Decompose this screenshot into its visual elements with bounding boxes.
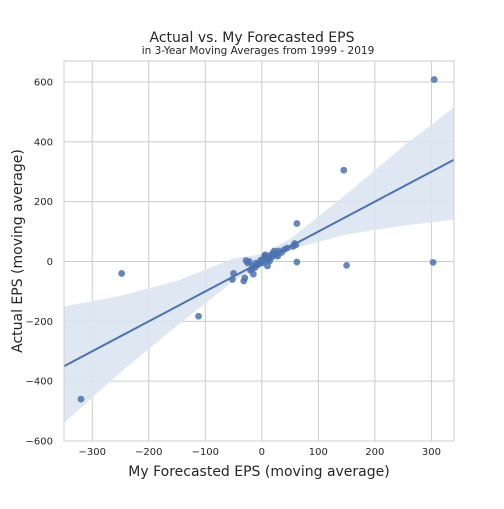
y-tick-label: 0	[47, 257, 53, 268]
y-tick-label: −600	[26, 437, 53, 448]
data-point	[242, 257, 250, 264]
data-point	[240, 277, 248, 285]
data-point	[293, 220, 301, 227]
data-point	[340, 166, 348, 174]
data-point	[261, 251, 269, 259]
x-tick-label: −300	[79, 447, 106, 458]
data-point	[264, 262, 271, 270]
tick-labels: −300 −200 −100 0 100 200 300 −600 −400 −200 0 200 40…	[26, 77, 441, 458]
x-tick-label: 200	[365, 447, 384, 458]
regression-line-layer	[63, 158, 455, 368]
y-axis-label: Actual EPS (moving average)	[10, 149, 26, 353]
data-point	[77, 395, 85, 403]
x-axis-label: My Forecasted EPS (moving average)	[128, 464, 389, 480]
grid	[64, 61, 454, 442]
chart-title: Actual vs. My Forecasted EPS	[150, 30, 355, 46]
data-point	[429, 258, 437, 266]
y-tick-label: 200	[34, 197, 53, 208]
x-tick-label: −200	[135, 447, 162, 458]
y-tick-label: −200	[26, 317, 53, 328]
plot-frame	[63, 60, 455, 442]
data-point	[293, 258, 301, 266]
y-tick-label: 600	[34, 77, 53, 88]
data-point	[195, 312, 202, 320]
data-point	[249, 270, 257, 278]
regression-line	[63, 158, 455, 368]
data-point	[118, 270, 126, 277]
x-tick-label: −100	[192, 447, 219, 458]
x-tick-label: 0	[259, 447, 265, 458]
chart-subtitle: in 3-Year Moving Averages from 1999 - 20…	[142, 45, 375, 57]
x-tick-label: 300	[422, 447, 441, 458]
y-tick-label: −400	[26, 377, 53, 388]
y-tick-label: 400	[34, 137, 53, 148]
data-point	[430, 76, 438, 83]
x-tick-label: 100	[309, 447, 328, 458]
data-point	[343, 261, 351, 269]
